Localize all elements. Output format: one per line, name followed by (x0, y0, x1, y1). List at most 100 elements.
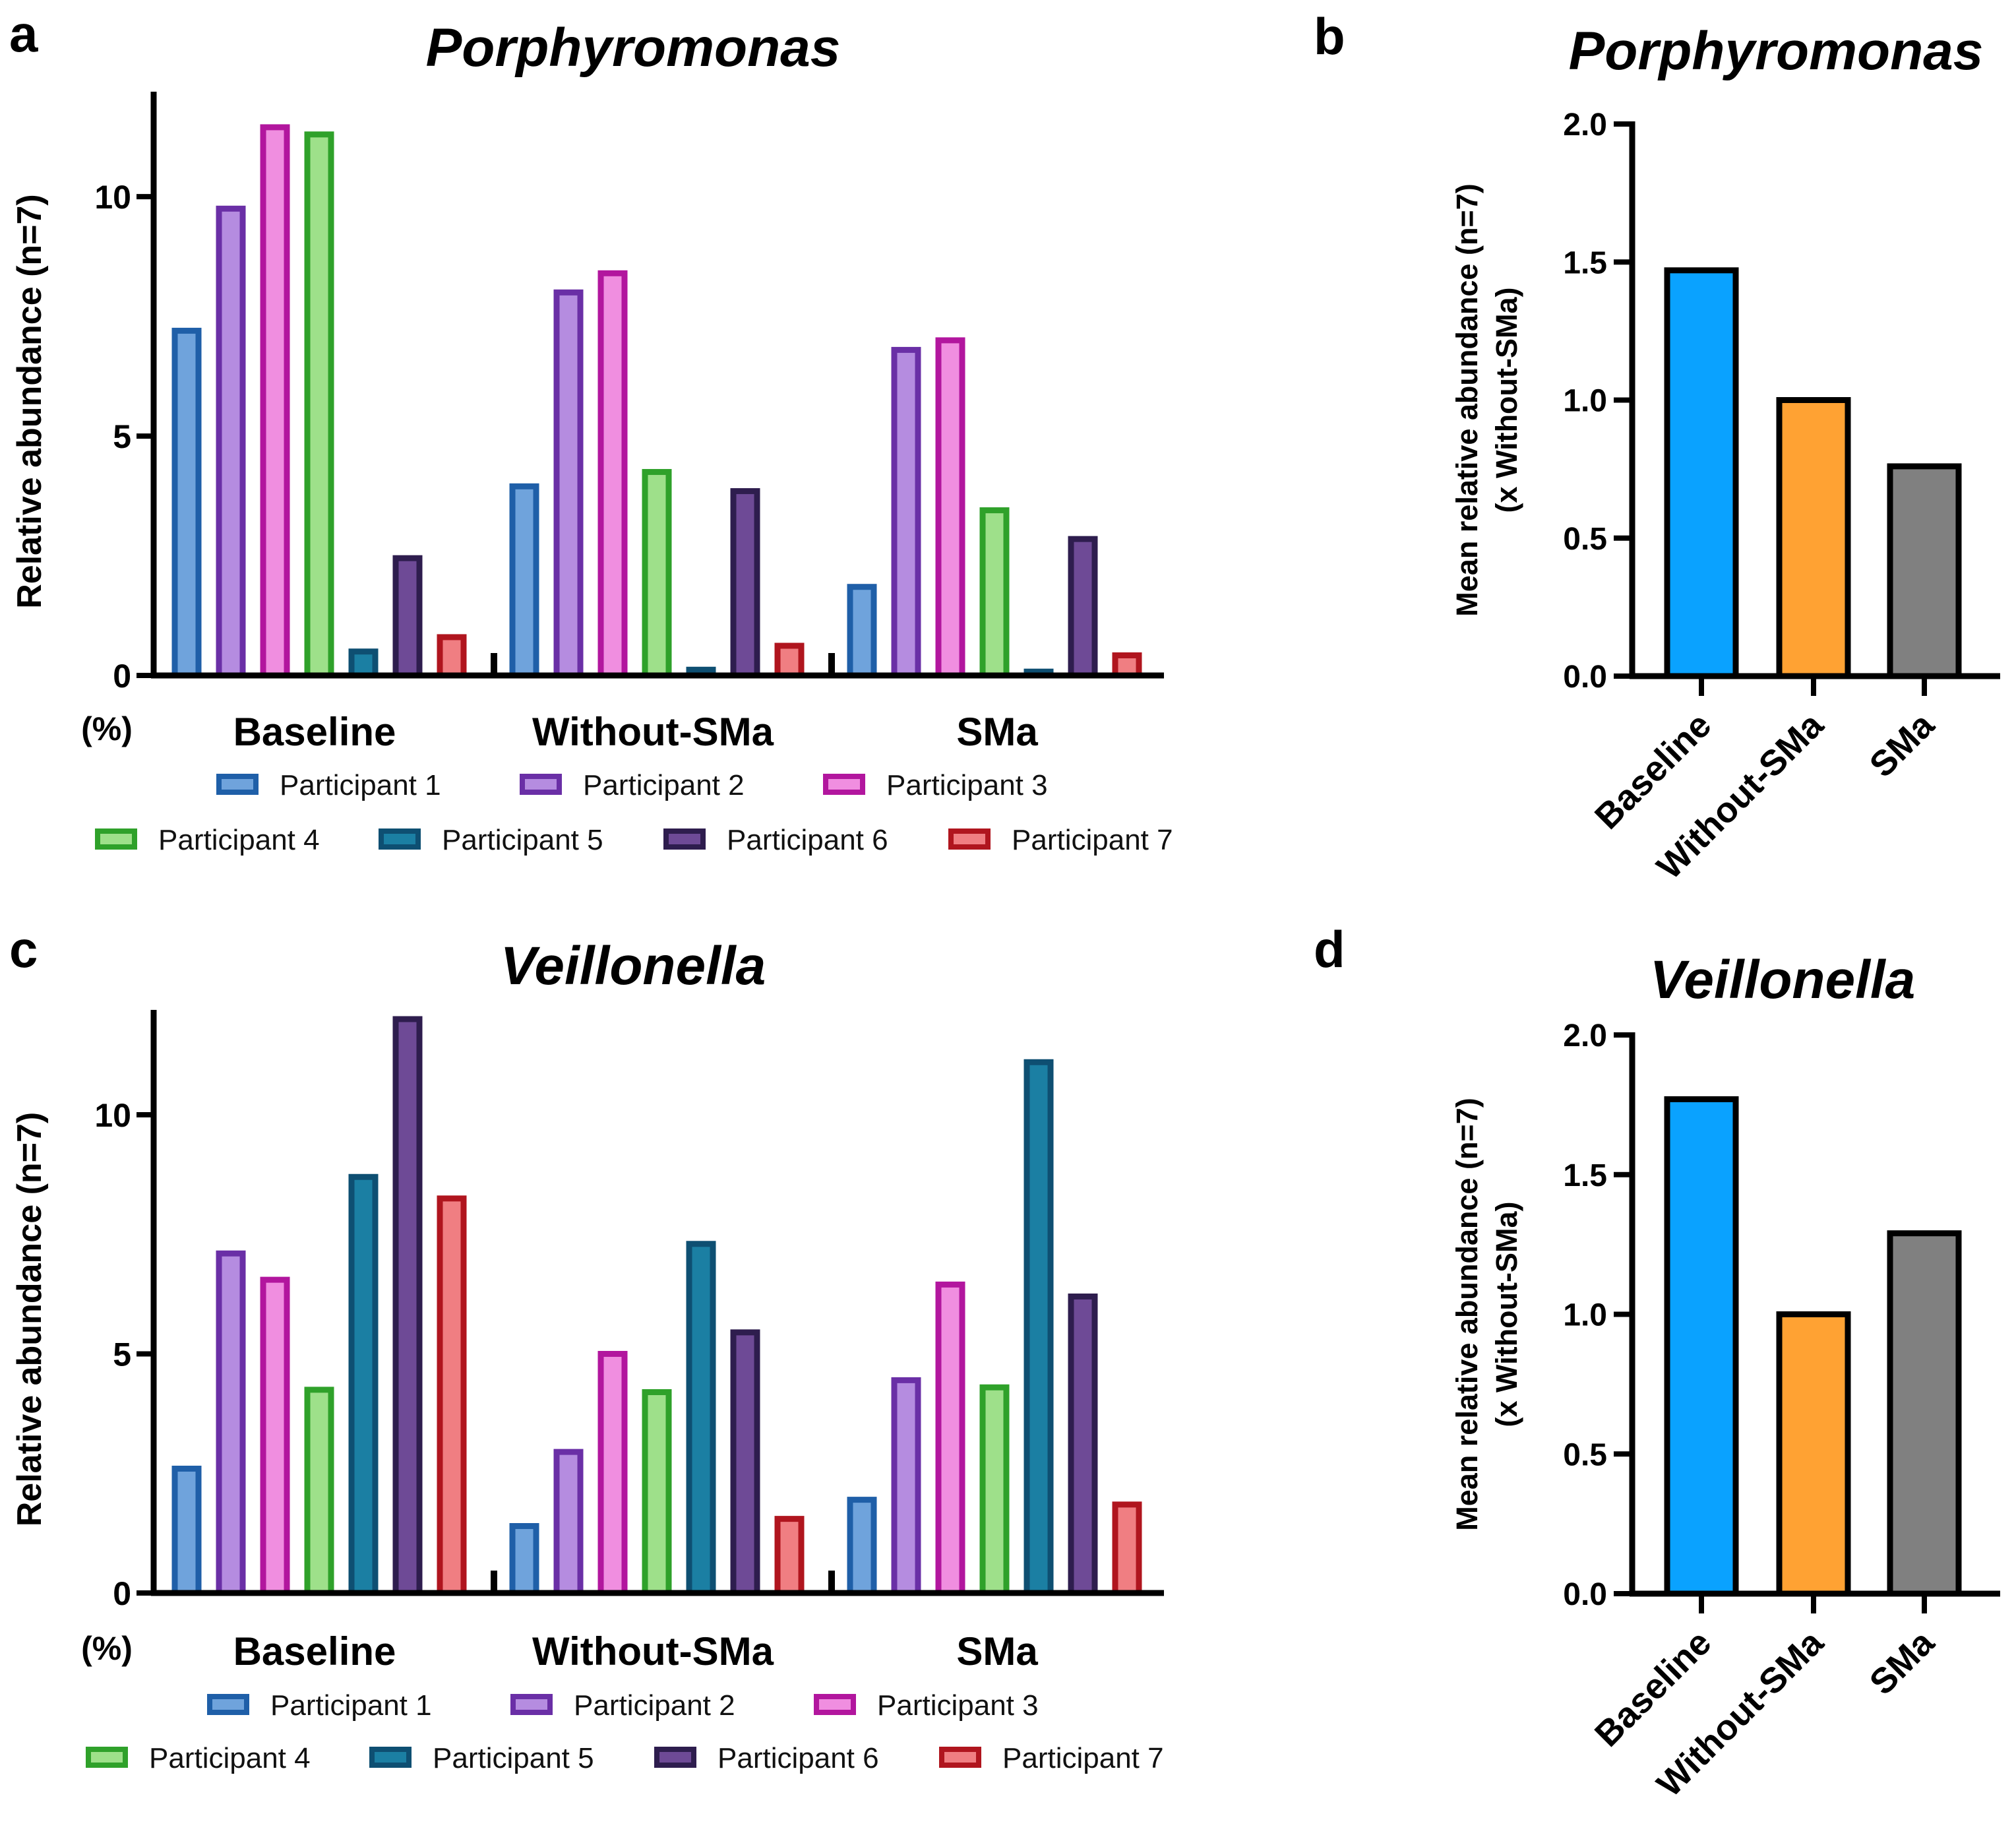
legend-swatch (939, 1747, 981, 1768)
category-label: SMa (956, 710, 1038, 754)
y-tick-label: 0.5 (1563, 1437, 1607, 1472)
bar-participant-4-without-sma (642, 1389, 672, 1596)
y-tick-label: 1.5 (1563, 245, 1607, 280)
legend-item: Participant 7 (948, 824, 1173, 856)
legend-label: Participant 3 (877, 1689, 1039, 1722)
bar-participant-3-sma (935, 1281, 965, 1596)
legend-swatch (823, 774, 865, 795)
bar-participant-6-without-sma (730, 488, 760, 679)
bar-participant-6-without-sma (730, 1329, 760, 1596)
bar-participant-4-baseline (304, 131, 334, 679)
legend-swatch (654, 1747, 696, 1768)
legend-item: Participant 6 (654, 1742, 879, 1774)
bar-sma (1887, 1230, 1962, 1597)
bar-without-sma (1776, 397, 1851, 679)
bar-participant-7-without-sma (774, 642, 805, 679)
category-label: SMa (956, 1629, 1038, 1673)
bar-participant-1-baseline (171, 327, 202, 679)
y-unit-label: (%) (81, 1630, 133, 1667)
y-tick-label: 0 (113, 1575, 131, 1612)
y-axis-title: Relative abundance (n=7) (11, 1112, 49, 1527)
legend-swatch (207, 1694, 249, 1715)
y-axis-title: Relative abundance (n=7) (11, 194, 49, 609)
legend-swatch (379, 828, 421, 850)
legend-swatch (948, 828, 991, 850)
bar-participant-4-baseline (304, 1387, 334, 1596)
y-tick-label: 1.0 (1563, 1298, 1607, 1333)
legend-swatch (369, 1747, 412, 1768)
bar-participant-7-without-sma (774, 1516, 805, 1596)
bar-participant-2-baseline (216, 205, 246, 679)
y-tick-label: 2.0 (1563, 1018, 1607, 1053)
y-tick-label: 5 (113, 418, 131, 455)
bar-participant-4-sma (979, 1384, 1010, 1596)
y-axis-subtitle: (x Without-SMa) (1490, 1201, 1523, 1427)
chart-title: Veillonella (501, 936, 766, 996)
legend-label: Participant 2 (583, 769, 745, 801)
bar-participant-1-sma (847, 584, 877, 679)
chart-title: Porphyromonas (1569, 21, 1984, 81)
bar-participant-2-sma (891, 1377, 921, 1596)
category-label: Baseline (233, 710, 396, 754)
bar-participant-4-without-sma (642, 469, 672, 679)
bar-participant-2-without-sma (553, 289, 584, 679)
legend-swatch (510, 1694, 553, 1715)
legend-item: Participant 5 (379, 824, 603, 856)
y-tick-label: 0.5 (1563, 522, 1607, 557)
legend-item: Participant 3 (823, 769, 1048, 801)
bar-sma (1887, 463, 1962, 679)
bar-participant-1-without-sma (509, 1523, 539, 1596)
legend-item: Participant 5 (369, 1742, 594, 1774)
panel-letter: d (1314, 920, 1345, 978)
legend-label: Participant 6 (727, 824, 888, 856)
y-tick-label: 0 (113, 658, 131, 695)
legend-swatch (520, 774, 562, 795)
bar-baseline (1664, 267, 1739, 679)
bar-participant-6-sma (1068, 536, 1098, 679)
bar-participant-7-sma (1112, 1501, 1142, 1596)
y-axis-title: Mean relative abundance (n=7) (1450, 1098, 1484, 1530)
legend-label: Participant 2 (574, 1689, 735, 1722)
legend-item: Participant 1 (207, 1689, 432, 1722)
panel-letter: b (1314, 7, 1345, 65)
y-tick-label: 0.0 (1563, 1577, 1607, 1612)
bar-participant-2-baseline (216, 1250, 246, 1596)
legend-label: Participant 1 (270, 1689, 432, 1722)
y-tick-label: 5 (113, 1336, 131, 1373)
legend-swatch (663, 828, 706, 850)
chart-d: d Veillonella Mean relative abundance (n=7… (1314, 920, 2000, 1804)
bar-participant-7-sma (1112, 652, 1142, 679)
legend-item: Participant 7 (939, 1742, 1164, 1774)
legend-swatch (95, 828, 137, 850)
bar-participant-5-baseline (348, 648, 379, 679)
y-tick-label: 2.0 (1563, 108, 1607, 142)
y-tick-label: 0.0 (1563, 660, 1607, 695)
legend-label: Participant 5 (433, 1742, 594, 1774)
bar-participant-3-without-sma (597, 270, 628, 679)
y-tick-label: 10 (94, 179, 131, 216)
panel-letter: a (9, 5, 38, 63)
bar-participant-2-without-sma (553, 1449, 584, 1596)
category-label: Without-SMa (532, 1629, 774, 1673)
legend-item: Participant 6 (663, 824, 888, 856)
legend-item: Participant 4 (95, 824, 320, 856)
bar-participant-6-sma (1068, 1294, 1098, 1596)
y-axis-subtitle: (x Without-SMa) (1490, 287, 1523, 513)
category-label: SMa (1862, 1622, 1943, 1702)
legend-label: Participant 6 (718, 1742, 879, 1774)
legend-label: Participant 5 (442, 824, 603, 856)
legend-label: Participant 4 (158, 824, 320, 856)
category-label: Without-SMa (532, 710, 774, 754)
legend-item: Participant 1 (216, 769, 441, 801)
chart-c: c Veillonella Relative abundance (n=7) Base… (9, 920, 1164, 1774)
chart-a: a Porphyromonas Relative abundance (n=7) Ba… (9, 5, 1173, 856)
bar-participant-1-baseline (171, 1466, 202, 1596)
bar-participant-6-baseline (392, 555, 423, 679)
bar-participant-3-sma (935, 337, 965, 679)
bar-participant-2-sma (891, 346, 921, 679)
bar-participant-3-baseline (260, 1276, 290, 1596)
chart-b: b Porphyromonas Mean relative abundance (n… (1314, 7, 2000, 887)
bar-participant-1-sma (847, 1497, 877, 1596)
bar-participant-6-baseline (392, 1016, 423, 1596)
